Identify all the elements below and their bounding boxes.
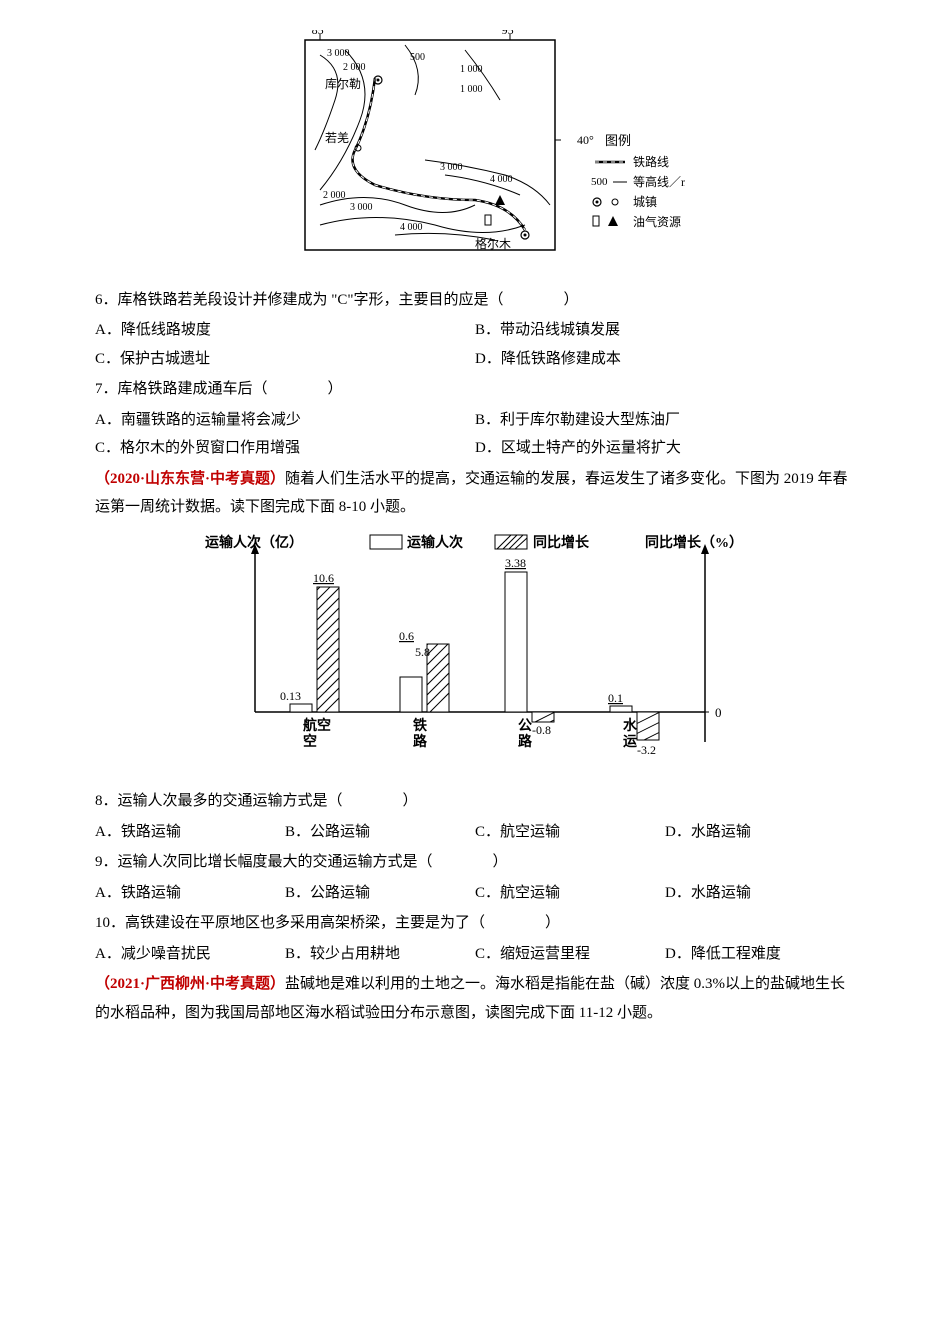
y-right-label: 同比增长（%）: [645, 534, 743, 551]
q9-opt-d: D．水路运输: [665, 879, 855, 908]
svg-text:城镇: 城镇: [633, 195, 657, 209]
q9-options: A．铁路运输 B．公路运输 C．航空运输 D．水路运输: [95, 879, 855, 908]
block3-source: （2021·广西柳州·中考真题）: [95, 976, 285, 992]
svg-text:0.6: 0.6: [399, 629, 414, 643]
svg-text:4 000: 4 000: [400, 222, 423, 233]
q10-opt-d: D．降低工程难度: [665, 940, 855, 969]
svg-text:3.38: 3.38: [505, 556, 526, 570]
svg-text:3 000: 3 000: [350, 202, 373, 213]
town-geermu: 格尔木: [475, 236, 511, 251]
block3-intro: （2021·广西柳州·中考真题）盐碱地是难以利用的土地之一。海水稻是指能在盐（碱…: [95, 970, 855, 1027]
svg-text:2 000: 2 000: [323, 190, 346, 201]
q6-opt-b: B．带动沿线城镇发展: [475, 316, 855, 345]
q6-opt-a: A．降低线路坡度: [95, 316, 475, 345]
svg-text:5.8: 5.8: [415, 645, 430, 659]
long-left: 85°: [312, 30, 329, 37]
svg-text:0.1: 0.1: [608, 691, 623, 705]
q6-text: 6．库格铁路若羌段设计并修建成为 "C"字形，主要目的应是（ ）: [95, 286, 855, 315]
legend-hatch: 同比增长: [533, 534, 590, 551]
figure-chart: 运输人次（亿） 同比增长（%） 运输人次 同比增长 0 0.13 10.6 航空…: [95, 532, 855, 773]
q8-opt-d: D．水路运输: [665, 818, 855, 847]
svg-text:2 000: 2 000: [343, 62, 366, 73]
q7-opt-a: A．南疆铁路的运输量将会减少: [95, 406, 475, 435]
q7-opt-c: C．格尔木的外贸窗口作用增强: [95, 434, 475, 463]
svg-text:-0.8: -0.8: [532, 723, 551, 737]
q10-opt-c: C．缩短运营里程: [475, 940, 665, 969]
block2-intro: （2020·山东东营·中考真题）随着人们生活水平的提高，交通运输的发展，春运发生…: [95, 465, 855, 522]
town-kuerle: 库尔勒: [325, 76, 361, 91]
y-left-label: 运输人次（亿）: [205, 534, 303, 551]
svg-text:4 000: 4 000: [490, 174, 513, 185]
q6-opt-d: D．降低铁路修建成本: [475, 345, 855, 374]
town-ruoqiang: 若羌: [325, 131, 349, 145]
q7-text: 7．库格铁路建成通车后（ ）: [95, 375, 855, 404]
q9-opt-a: A．铁路运输: [95, 879, 285, 908]
q8-opt-c: C．航空运输: [475, 818, 665, 847]
long-right: 95°: [502, 30, 519, 37]
svg-text:铁路线: 铁路线: [633, 154, 669, 169]
q8-opt-a: A．铁路运输: [95, 818, 285, 847]
svg-text:10.6: 10.6: [313, 571, 334, 585]
svg-text:3 000: 3 000: [327, 48, 350, 59]
block2-source: （2020·山东东营·中考真题）: [95, 471, 285, 487]
svg-text:0.13: 0.13: [280, 689, 301, 703]
q10-text: 10．高铁建设在平原地区也多采用高架桥梁，主要是为了（ ）: [95, 909, 855, 938]
legend-bar: 运输人次: [407, 534, 463, 551]
svg-text:运: 运: [623, 734, 637, 750]
svg-text:水: 水: [623, 717, 638, 734]
svg-text:等高线／m: 等高线／m: [633, 174, 685, 189]
svg-text:公: 公: [518, 718, 532, 734]
svg-text:-3.2: -3.2: [637, 743, 656, 757]
q10-options: A．减少噪音扰民 B．较少占用耕地 C．缩短运营里程 D．降低工程难度: [95, 940, 855, 969]
q8-text: 8．运输人次最多的交通运输方式是（ ）: [95, 787, 855, 816]
svg-text:500: 500: [591, 176, 608, 188]
svg-text:铁: 铁: [413, 717, 427, 734]
svg-text:0: 0: [715, 705, 722, 720]
q8-opt-b: B．公路运输: [285, 818, 475, 847]
svg-text:1 000: 1 000: [460, 64, 483, 75]
svg-text:航空: 航空: [303, 717, 331, 734]
q8-options: A．铁路运输 B．公路运输 C．航空运输 D．水路运输: [95, 818, 855, 847]
svg-text:1 000: 1 000: [460, 84, 483, 95]
legend-title: 图例: [605, 133, 631, 148]
svg-text:路: 路: [518, 733, 533, 750]
svg-text:油气资源: 油气资源: [633, 214, 681, 229]
q7-options: A．南疆铁路的运输量将会减少 B．利于库尔勒建设大型炼油厂 C．格尔木的外贸窗口…: [95, 406, 855, 463]
q6-opt-c: C．保护古城遗址: [95, 345, 475, 374]
q7-opt-b: B．利于库尔勒建设大型炼油厂: [475, 406, 855, 435]
q9-opt-b: B．公路运输: [285, 879, 475, 908]
svg-text:空: 空: [303, 733, 317, 750]
q7-opt-d: D．区域土特产的外运量将扩大: [475, 434, 855, 463]
q9-text: 9．运输人次同比增长幅度最大的交通运输方式是（ ）: [95, 848, 855, 877]
svg-text:路: 路: [413, 733, 428, 750]
q9-opt-c: C．航空运输: [475, 879, 665, 908]
svg-text:500: 500: [410, 52, 425, 63]
q6-options: A．降低线路坡度 B．带动沿线城镇发展 C．保护古城遗址 D．降低铁路修建成本: [95, 316, 855, 373]
map-svg: 85° 95° 40° 3 000 2 000 500 1 000 1 000 …: [265, 30, 685, 260]
q10-opt-a: A．减少噪音扰民: [95, 940, 285, 969]
q10-opt-b: B．较少占用耕地: [285, 940, 475, 969]
svg-text:3 000: 3 000: [440, 162, 463, 173]
figure-map: 85° 95° 40° 3 000 2 000 500 1 000 1 000 …: [95, 30, 855, 271]
chart-svg: 运输人次（亿） 同比增长（%） 运输人次 同比增长 0 0.13 10.6 航空…: [195, 532, 755, 762]
lat-40: 40°: [577, 133, 594, 147]
